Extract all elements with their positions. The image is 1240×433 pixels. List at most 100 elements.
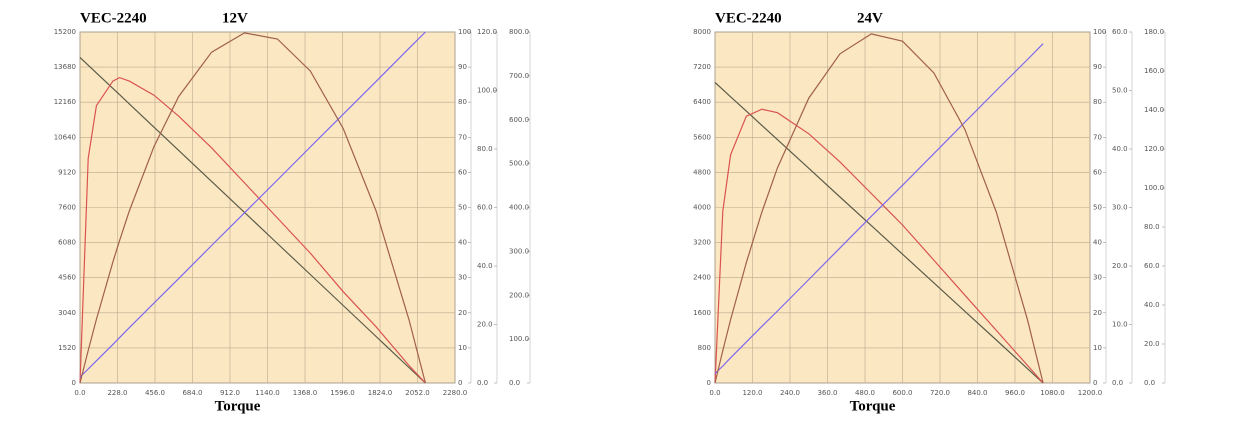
y-tick-label: 4560 <box>58 274 76 282</box>
x-tick-label: 480.0 <box>855 389 875 397</box>
y-tick-label: 30.0 <box>1112 204 1128 212</box>
y-tick-label: 60 <box>1093 168 1102 176</box>
y-tick-label: 80.0 <box>477 145 493 153</box>
series-line <box>79 32 426 384</box>
y-tick-label: 800.0 <box>509 28 529 36</box>
y-tick-label: 6080 <box>58 239 76 247</box>
y-tick-label: 2400 <box>693 274 711 282</box>
y-tick-label: 8000 <box>693 28 711 36</box>
y-tick-label: 0.0 <box>1112 379 1123 387</box>
y-tick-label: 30 <box>1093 274 1102 282</box>
y-tick-label: 90 <box>458 63 467 71</box>
y-tick-label: 0 <box>1093 379 1097 387</box>
y-tick-label: 100.0 <box>477 87 497 95</box>
y-tick-label: 20.0 <box>1144 340 1160 348</box>
y-tick-label: 40.0 <box>1144 301 1160 309</box>
y-tick-label: 6400 <box>693 98 711 106</box>
y-tick-label: 3200 <box>693 239 711 247</box>
x-tick-label: 600.0 <box>892 389 912 397</box>
y-tick-label: 20.0 <box>477 321 493 329</box>
y-tick-label: 50 <box>458 204 467 212</box>
y-tick-label: 50.0 <box>1112 87 1128 95</box>
x-tick-label: 1080.0 <box>1040 389 1065 397</box>
y-tick-label: 3040 <box>58 309 76 317</box>
y-tick-label: 160.0 <box>1144 67 1164 75</box>
y-tick-label: 7600 <box>58 204 76 212</box>
y-tick-label: 20 <box>458 309 467 317</box>
x-tick-label: 360.0 <box>817 389 837 397</box>
x-tick-label: 1368.0 <box>293 389 318 397</box>
x-tick-label: 228.0 <box>107 389 127 397</box>
series-line <box>79 31 426 378</box>
x-tick-label: 684.0 <box>182 389 202 397</box>
y-tick-label: 15200 <box>54 28 76 36</box>
y-tick-label: 4000 <box>693 204 711 212</box>
x-tick-label: 0.0 <box>74 389 85 397</box>
chart-title: VEC-2240 <box>715 10 782 26</box>
y-tick-label: 20.0 <box>1112 262 1128 270</box>
y-tick-label: 30 <box>458 274 467 282</box>
y-tick-label: 100 <box>458 28 471 36</box>
y-tick-label: 10640 <box>54 133 76 141</box>
y-tick-label: 4800 <box>693 168 711 176</box>
y-tick-label: 300.0 <box>509 247 529 255</box>
y-tick-label: 80.0 <box>1144 223 1160 231</box>
x-tick-label: 840.0 <box>967 389 987 397</box>
x-tick-label: 2052.0 <box>405 389 430 397</box>
y-tick-label: 100 <box>1093 28 1106 36</box>
y-tick-label: 13680 <box>54 63 76 71</box>
chart-subtitle: 12V <box>222 10 248 26</box>
x-tick-label: 912.0 <box>220 389 240 397</box>
y-tick-label: 90 <box>1093 63 1102 71</box>
y-tick-label: 80 <box>1093 98 1102 106</box>
y-tick-label: 40.0 <box>477 262 493 270</box>
y-tick-label: 20 <box>1093 309 1102 317</box>
y-tick-label: 70 <box>458 133 467 141</box>
y-tick-label: 100.0 <box>1144 184 1164 192</box>
y-tick-label: 140.0 <box>1144 106 1164 114</box>
x-tick-label: 2280.0 <box>443 389 468 397</box>
y-tick-label: 0 <box>72 379 76 387</box>
y-tick-label: 0 <box>707 379 711 387</box>
x-tick-label: 240.0 <box>780 389 800 397</box>
y-tick-label: 7200 <box>693 63 711 71</box>
y-tick-label: 40.0 <box>1112 145 1128 153</box>
x-tick-label: 1140.0 <box>255 389 280 397</box>
x-tick-label: 720.0 <box>930 389 950 397</box>
x-tick-label: 1824.0 <box>368 389 393 397</box>
y-tick-label: 800 <box>698 344 711 352</box>
y-tick-label: 10.0 <box>1112 321 1128 329</box>
y-tick-label: 120.0 <box>1144 145 1164 153</box>
y-tick-label: 100.0 <box>509 335 529 343</box>
x-axis-label: Torque <box>850 398 896 414</box>
y-tick-label: 120.0 <box>477 28 497 36</box>
y-tick-label: 5600 <box>693 133 711 141</box>
x-tick-label: 0.0 <box>709 389 720 397</box>
series-line <box>714 108 1044 384</box>
chart-title: VEC-2240 <box>80 10 147 26</box>
y-tick-label: 70 <box>1093 133 1102 141</box>
series-line <box>714 33 1044 384</box>
series-line <box>79 76 426 384</box>
y-tick-label: 180.0 <box>1144 28 1164 36</box>
y-tick-label: 9120 <box>58 168 76 176</box>
y-tick-label: 80 <box>458 98 467 106</box>
y-tick-label: 1520 <box>58 344 76 352</box>
y-tick-label: 60.0 <box>477 204 493 212</box>
x-tick-label: 1596.0 <box>330 389 355 397</box>
y-tick-label: 12160 <box>54 98 76 106</box>
x-tick-label: 1200.0 <box>1078 389 1103 397</box>
y-tick-label: 400.0 <box>509 204 529 212</box>
series-line <box>714 43 1044 375</box>
chart-subtitle: 24V <box>857 10 883 26</box>
y-tick-label: 10 <box>1093 344 1102 352</box>
y-tick-label: 40 <box>1093 239 1102 247</box>
y-tick-label: 600.0 <box>509 116 529 124</box>
series-line <box>79 56 426 384</box>
y-tick-label: 500.0 <box>509 160 529 168</box>
y-tick-label: 0.0 <box>477 379 488 387</box>
y-tick-label: 1600 <box>693 309 711 317</box>
x-tick-label: 960.0 <box>1005 389 1025 397</box>
y-tick-label: 700.0 <box>509 72 529 80</box>
